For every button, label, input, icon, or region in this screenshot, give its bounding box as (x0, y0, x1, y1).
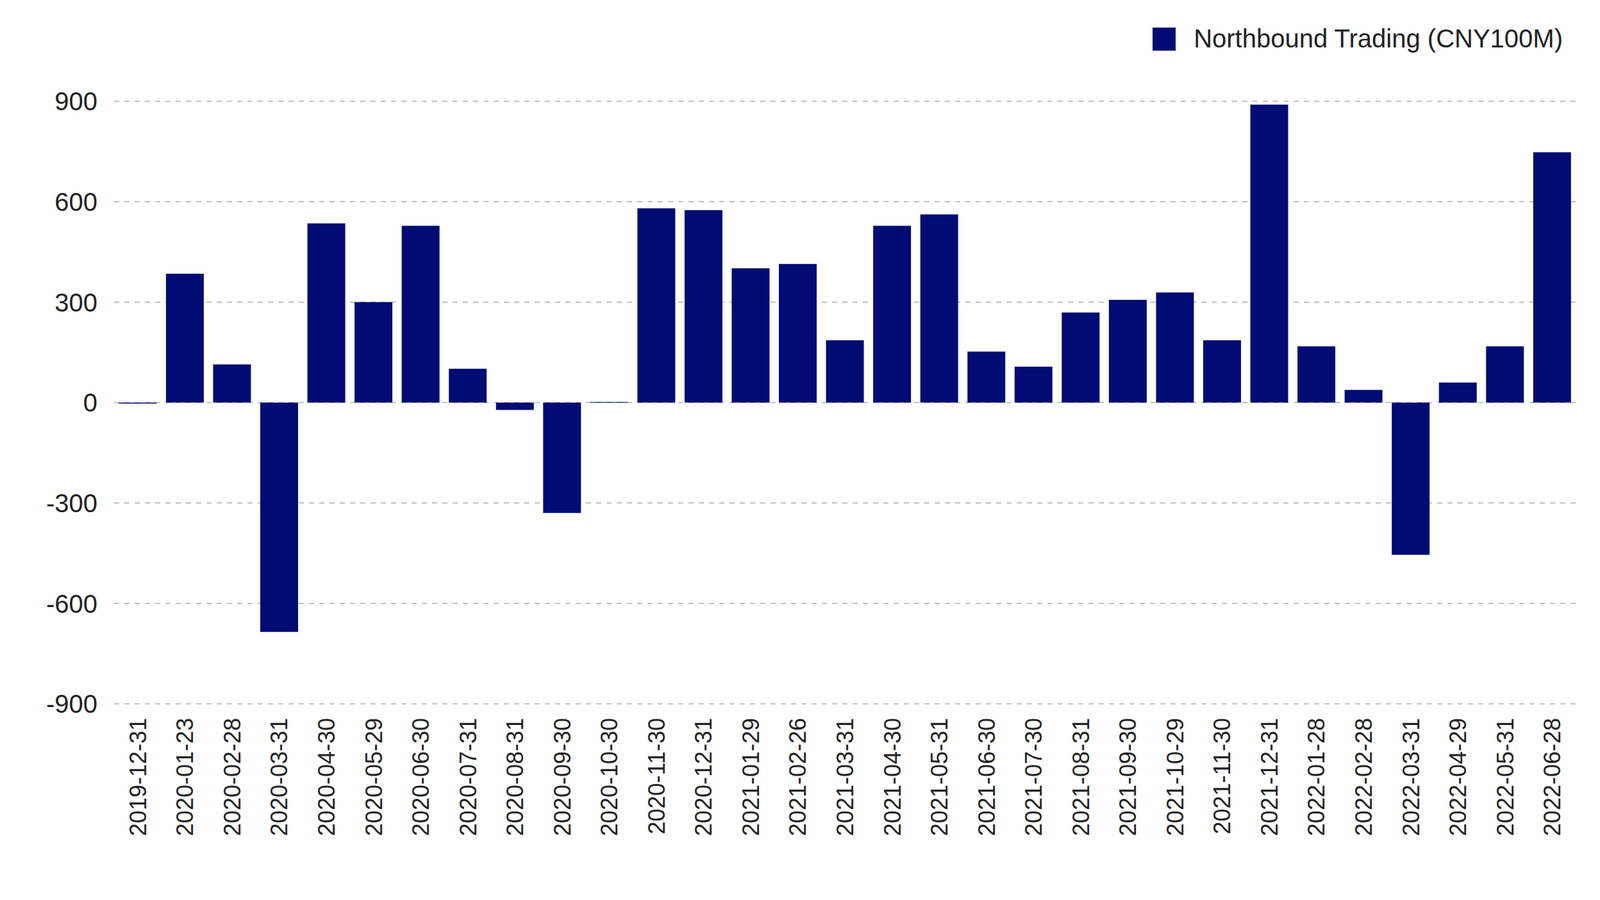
svg-text:2020-10-30: 2020-10-30 (596, 717, 623, 836)
svg-text:2020-01-23: 2020-01-23 (171, 717, 199, 836)
svg-text:2020-03-31: 2020-03-31 (266, 717, 293, 836)
html-text:Northbound Trading (CNY100M): Northbound Trading (CNY100M) (1193, 24, 1563, 53)
svg-text:2021-10-29: 2021-10-29 (1162, 717, 1189, 836)
svg-text:2022-06-28: 2022-06-28 (1539, 717, 1566, 836)
svg-text:2021-12-31: 2021-12-31 (1256, 717, 1283, 836)
svg-text:600: 600 (54, 187, 98, 217)
svg-text:0: 0 (83, 388, 98, 417)
svg-text:2020-08-31: 2020-08-31 (501, 717, 529, 836)
svg-text:2020-04-30: 2020-04-30 (313, 717, 340, 836)
svg-text:-600: -600 (46, 589, 98, 618)
svg-text:2021-09-30: 2021-09-30 (1114, 717, 1142, 836)
svg-text:2020-05-29: 2020-05-29 (360, 717, 388, 836)
svg-text:2020-09-30: 2020-09-30 (549, 717, 576, 836)
svg-text:2019-12-31: 2019-12-31 (125, 717, 152, 836)
svg-text:2020-07-31: 2020-07-31 (455, 717, 482, 836)
svg-text:2021-11-30: 2021-11-30 (1208, 717, 1236, 834)
svg-text:2020-11-30: 2020-11-30 (643, 717, 670, 834)
svg-text:900: 900 (54, 87, 98, 116)
svg-text:2021-05-31: 2021-05-31 (926, 717, 953, 836)
svg-text:2021-03-31: 2021-03-31 (832, 717, 859, 836)
svg-text:2021-08-31: 2021-08-31 (1067, 717, 1095, 836)
svg-text:2021-01-29: 2021-01-29 (737, 717, 765, 836)
svg-text:2022-04-29: 2022-04-29 (1444, 717, 1472, 836)
svg-text:-900: -900 (46, 689, 98, 718)
svg-text:2021-04-30: 2021-04-30 (879, 717, 906, 836)
svg-text:2020-06-30: 2020-06-30 (407, 717, 434, 836)
svg-text:2021-02-26: 2021-02-26 (784, 717, 811, 836)
svg-text:2022-02-28: 2022-02-28 (1350, 717, 1377, 836)
svg-text:2021-06-30: 2021-06-30 (973, 717, 1000, 836)
svg-text:2020-02-28: 2020-02-28 (219, 717, 246, 836)
svg-text:300: 300 (54, 288, 98, 317)
svg-text:2020-12-31: 2020-12-31 (690, 717, 717, 836)
svg-text:2022-03-31: 2022-03-31 (1398, 717, 1425, 836)
svg-text:2021-07-30: 2021-07-30 (1020, 717, 1047, 836)
svg-text:-300: -300 (46, 489, 98, 518)
svg-text:2022-05-31: 2022-05-31 (1492, 717, 1519, 836)
svg-text:2022-01-28: 2022-01-28 (1303, 717, 1330, 836)
